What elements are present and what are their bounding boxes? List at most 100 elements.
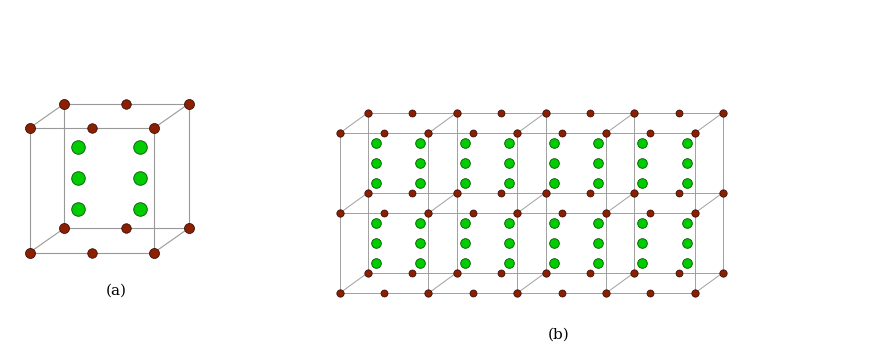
- Point: [133, 207, 148, 212]
- Point: [147, 250, 161, 255]
- Point: [546, 180, 560, 186]
- Point: [57, 101, 71, 107]
- Point: [421, 130, 435, 136]
- Point: [405, 110, 419, 115]
- Point: [457, 180, 471, 186]
- Point: [554, 130, 568, 136]
- Point: [377, 210, 391, 216]
- Point: [84, 250, 98, 255]
- Point: [57, 226, 71, 231]
- Point: [421, 210, 435, 216]
- Point: [465, 291, 479, 296]
- Point: [501, 260, 515, 266]
- Point: [465, 130, 479, 136]
- Point: [457, 240, 471, 246]
- Point: [590, 220, 604, 226]
- Point: [133, 175, 148, 181]
- Point: [413, 140, 427, 146]
- Point: [671, 190, 685, 195]
- Point: [413, 220, 427, 226]
- Point: [465, 210, 479, 216]
- Point: [369, 140, 383, 146]
- Point: [457, 160, 471, 166]
- Point: [643, 291, 657, 296]
- Point: [450, 270, 464, 275]
- Point: [679, 180, 693, 186]
- Point: [23, 125, 37, 131]
- Point: [635, 180, 649, 186]
- Point: [182, 101, 196, 107]
- Point: [582, 110, 596, 115]
- Point: [450, 190, 464, 195]
- Point: [590, 140, 604, 146]
- Point: [679, 220, 693, 226]
- Point: [716, 270, 730, 275]
- Point: [332, 130, 346, 136]
- Point: [377, 130, 391, 136]
- Point: [635, 140, 649, 146]
- Point: [133, 144, 148, 150]
- Point: [643, 210, 657, 216]
- Point: [147, 125, 161, 131]
- Point: [361, 190, 375, 195]
- Point: [377, 291, 391, 296]
- Point: [457, 260, 471, 266]
- Point: [501, 160, 515, 166]
- Point: [598, 130, 612, 136]
- Point: [413, 160, 427, 166]
- Point: [421, 291, 435, 296]
- Point: [369, 260, 383, 266]
- Point: [501, 220, 515, 226]
- Point: [538, 270, 552, 275]
- Point: [554, 291, 568, 296]
- Point: [687, 210, 701, 216]
- Point: [687, 291, 701, 296]
- Point: [501, 140, 515, 146]
- Point: [635, 260, 649, 266]
- Point: [369, 240, 383, 246]
- Point: [369, 160, 383, 166]
- Point: [538, 190, 552, 195]
- Point: [716, 110, 730, 115]
- Point: [509, 291, 523, 296]
- Point: [509, 130, 523, 136]
- Point: [671, 270, 685, 275]
- Point: [679, 140, 693, 146]
- Point: [493, 190, 507, 195]
- Point: [671, 110, 685, 115]
- Point: [71, 207, 85, 212]
- Point: [590, 180, 604, 186]
- Point: [457, 220, 471, 226]
- Point: [627, 110, 641, 115]
- Point: [546, 160, 560, 166]
- Point: [501, 240, 515, 246]
- Point: [590, 260, 604, 266]
- Point: [71, 144, 85, 150]
- Point: [493, 110, 507, 115]
- Point: [546, 220, 560, 226]
- Text: (a): (a): [105, 284, 126, 298]
- Point: [405, 270, 419, 275]
- Point: [627, 270, 641, 275]
- Text: (b): (b): [547, 328, 569, 342]
- Point: [119, 101, 133, 107]
- Point: [635, 220, 649, 226]
- Point: [627, 190, 641, 195]
- Point: [546, 240, 560, 246]
- Point: [413, 260, 427, 266]
- Point: [369, 180, 383, 186]
- Point: [598, 291, 612, 296]
- Point: [493, 270, 507, 275]
- Point: [369, 220, 383, 226]
- Point: [413, 240, 427, 246]
- Point: [679, 160, 693, 166]
- Point: [679, 240, 693, 246]
- Point: [554, 210, 568, 216]
- Point: [501, 180, 515, 186]
- Point: [635, 160, 649, 166]
- Point: [582, 270, 596, 275]
- Point: [23, 250, 37, 255]
- Point: [84, 125, 98, 131]
- Point: [457, 140, 471, 146]
- Point: [687, 130, 701, 136]
